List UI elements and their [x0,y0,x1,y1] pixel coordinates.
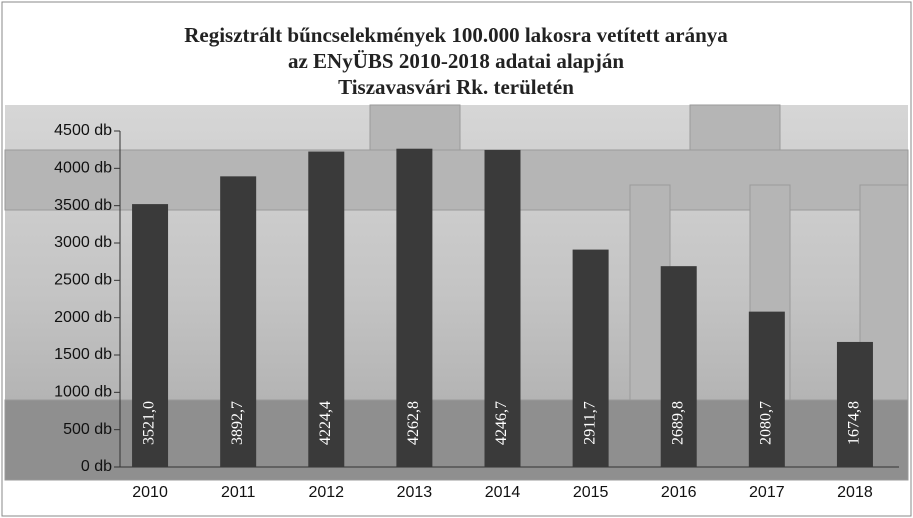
y-tick-label: 3500 db [54,197,112,214]
x-tick-label: 2011 [221,484,256,501]
y-tick-label: 1500 db [54,346,112,363]
title-line: Regisztrált bűncselekmények 100.000 lako… [184,23,728,47]
value-label: 3892,7 [229,401,246,445]
y-tick-label: 3000 db [54,234,112,251]
chart: Regisztrált bűncselekmények 100.000 lako… [0,0,913,518]
y-tick-label: 2500 db [54,272,112,289]
value-label: 3521,0 [141,401,158,445]
x-tick-label: 2016 [661,484,697,501]
title-line: az ENyÜBS 2010-2018 adatai alapján [288,49,624,73]
value-label: 2911,7 [581,401,598,444]
value-label: 2689,8 [669,401,686,445]
value-label: 4262,8 [405,401,422,445]
y-tick-label: 4500 db [54,122,112,139]
value-label: 2080,7 [758,401,775,445]
value-label: 4224,4 [317,401,334,445]
y-tick-label: 4000 db [54,160,112,177]
y-tick-label: 1000 db [54,384,112,401]
x-tick-label: 2018 [837,484,873,501]
x-tick-label: 2014 [485,484,521,501]
title-line: Tiszavasvári Rk. területén [338,75,574,99]
y-tick-label: 500 db [63,421,112,438]
x-tick-label: 2017 [749,484,785,501]
y-tick-label: 2000 db [54,309,112,326]
value-label: 4246,7 [493,401,510,445]
y-tick-label: 0 db [81,458,112,475]
x-tick-label: 2015 [573,484,609,501]
x-tick-label: 2010 [132,484,168,501]
x-tick-label: 2013 [397,484,433,501]
value-label: 1674,8 [846,401,863,445]
x-tick-label: 2012 [308,484,344,501]
